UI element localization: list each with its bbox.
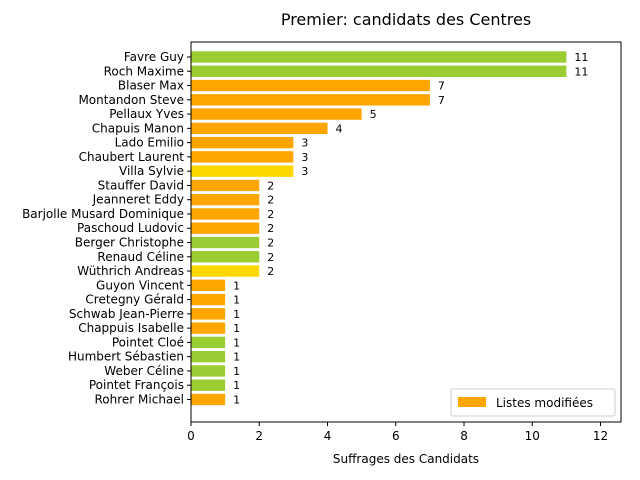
bar xyxy=(191,308,226,320)
bar xyxy=(191,279,226,292)
legend: Listes modifiées xyxy=(450,388,616,417)
value-label: 1 xyxy=(233,379,240,392)
bar xyxy=(191,208,260,220)
category-label: Pointet François xyxy=(89,378,184,392)
bar xyxy=(191,165,294,177)
x-tick-label: 0 xyxy=(187,429,195,443)
value-label: 1 xyxy=(233,336,240,349)
legend-frame xyxy=(450,388,616,417)
value-label: 7 xyxy=(438,94,445,107)
legend-label: Listes modifiées xyxy=(496,396,593,410)
bar xyxy=(191,108,362,120)
bar xyxy=(191,179,260,192)
value-label: 1 xyxy=(233,279,240,292)
category-label: Montandon Steve xyxy=(78,93,184,107)
value-label: 2 xyxy=(267,222,274,235)
bar xyxy=(191,79,430,92)
bar xyxy=(191,94,430,106)
category-label: Villa Sylvie xyxy=(119,164,184,178)
value-label: 7 xyxy=(438,80,445,93)
value-label: 3 xyxy=(301,137,308,150)
category-label: Barjolle Musard Dominique xyxy=(22,207,184,221)
value-label: 1 xyxy=(233,351,240,364)
category-label: Renaud Céline xyxy=(97,250,184,264)
bar xyxy=(191,194,260,206)
bar xyxy=(191,393,226,406)
category-label: Chappuis Isabelle xyxy=(78,321,184,335)
value-label: 11 xyxy=(574,51,588,64)
category-label: Schwab Jean-Pierre xyxy=(69,307,184,321)
value-label: 2 xyxy=(267,194,274,207)
value-label: 3 xyxy=(301,151,308,164)
bar xyxy=(191,51,567,63)
legend-swatch xyxy=(458,397,486,407)
value-label: 1 xyxy=(233,308,240,321)
bars-layer xyxy=(191,51,567,406)
category-label: Paschoud Ludovic xyxy=(77,221,184,235)
value-label: 1 xyxy=(233,393,240,406)
category-label: Lado Emilio xyxy=(115,136,184,150)
category-label: Weber Céline xyxy=(104,364,184,378)
category-label: Jeanneret Eddy xyxy=(92,193,184,207)
bar xyxy=(191,336,226,349)
bar xyxy=(191,65,567,77)
bar xyxy=(191,322,226,334)
value-label: 2 xyxy=(267,265,274,278)
category-label: Wüthrich Andreas xyxy=(77,264,184,278)
bar xyxy=(191,365,226,377)
bar xyxy=(191,379,226,391)
category-label: Berger Christophe xyxy=(75,236,184,250)
category-label: Chapuis Manon xyxy=(92,121,184,135)
x-tick-label: 2 xyxy=(255,429,263,443)
category-label: Pellaux Yves xyxy=(109,107,184,121)
x-tick-label: 4 xyxy=(324,429,332,443)
x-tick-label: 6 xyxy=(392,429,400,443)
category-label: Guyon Vincent xyxy=(96,278,184,292)
bar xyxy=(191,265,260,277)
category-label: Stauffer David xyxy=(98,178,184,192)
x-tick-label: 8 xyxy=(460,429,468,443)
x-axis-title: Suffrages des Candidats xyxy=(333,452,479,466)
x-tick-label: 10 xyxy=(525,429,540,443)
x-axis-ticks: 0 2 4 6 8 10 12 xyxy=(187,422,608,443)
category-label: Favre Guy xyxy=(124,50,184,64)
category-label: Blaser Max xyxy=(118,79,184,93)
category-label: Pointet Cloé xyxy=(112,335,184,349)
bar xyxy=(191,251,260,263)
plot-frame xyxy=(190,41,622,423)
value-label: 1 xyxy=(233,365,240,378)
value-label: 2 xyxy=(267,179,274,192)
bar xyxy=(191,350,226,363)
bar xyxy=(191,122,328,135)
bar xyxy=(191,151,294,163)
category-label: Cretegny Gérald xyxy=(85,293,184,307)
value-label: 4 xyxy=(336,122,343,135)
category-label: Humbert Sébastien xyxy=(68,350,184,364)
bar xyxy=(191,222,260,234)
bar xyxy=(191,136,294,149)
category-label: Roch Maxime xyxy=(104,64,184,78)
value-label: 11 xyxy=(574,65,588,78)
value-label: 2 xyxy=(267,251,274,264)
value-label: 2 xyxy=(267,237,274,250)
category-label: Rohrer Michael xyxy=(94,392,184,406)
bar xyxy=(191,293,226,306)
category-label: Chaubert Laurent xyxy=(79,150,185,164)
value-label: 1 xyxy=(233,294,240,307)
value-label: 3 xyxy=(301,165,308,178)
bar xyxy=(191,236,260,249)
value-label: 2 xyxy=(267,208,274,221)
x-tick-label: 12 xyxy=(593,429,608,443)
value-label: 1 xyxy=(233,322,240,335)
value-label: 5 xyxy=(370,108,377,121)
chart-title: Premier: candidats des Centres xyxy=(281,10,531,29)
